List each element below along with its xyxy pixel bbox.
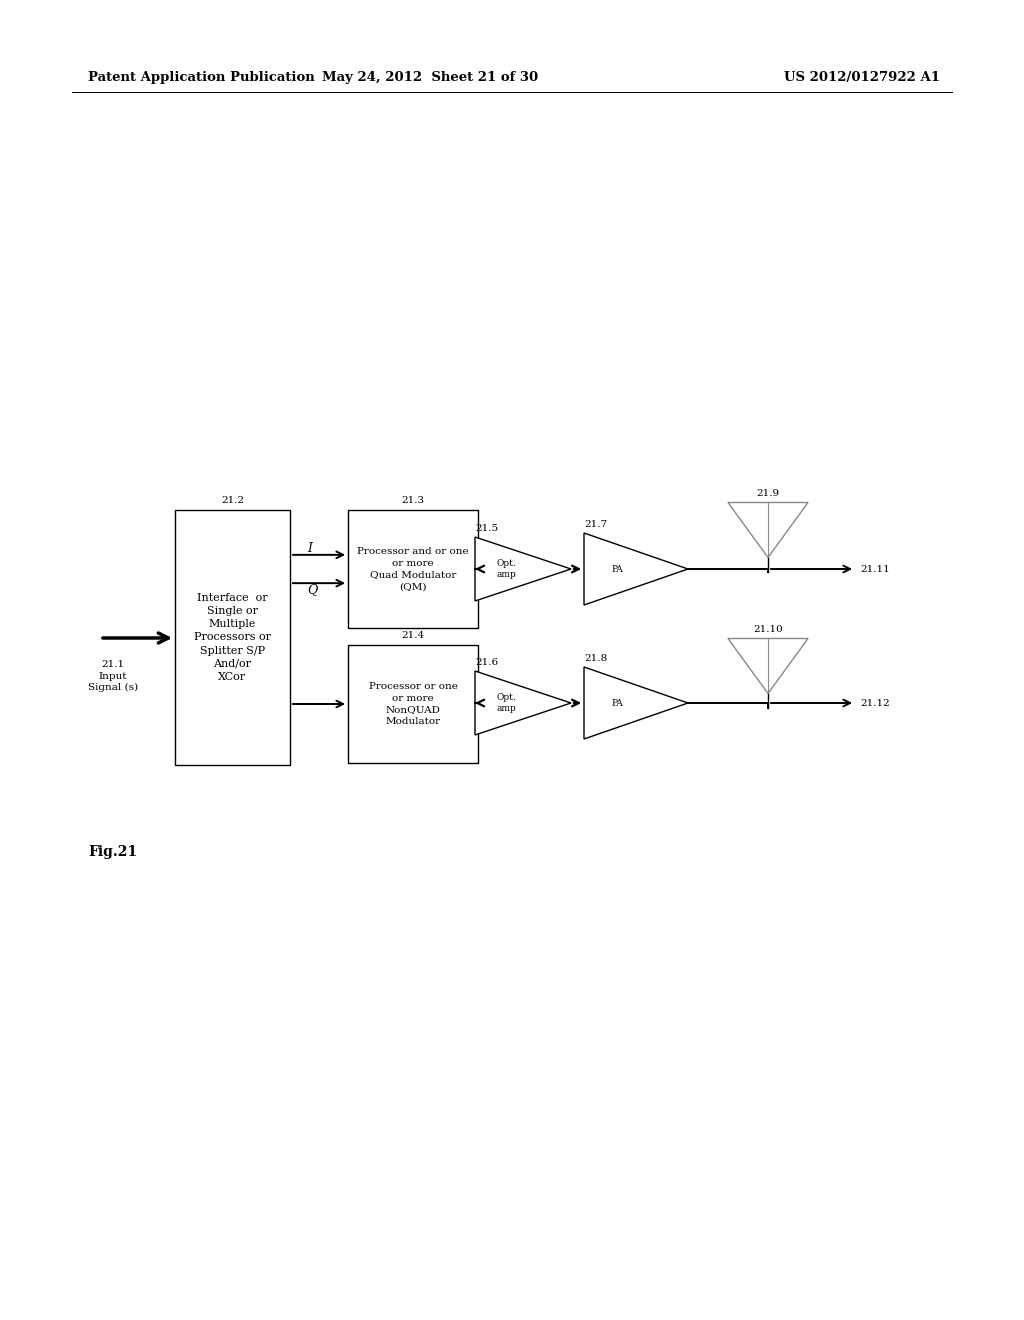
Text: 21.2: 21.2 xyxy=(221,496,244,506)
Polygon shape xyxy=(728,503,808,557)
FancyBboxPatch shape xyxy=(348,645,478,763)
Text: 21.10: 21.10 xyxy=(753,624,783,634)
Text: 21.7: 21.7 xyxy=(584,520,607,529)
Text: 21.8: 21.8 xyxy=(584,653,607,663)
Text: 21.6: 21.6 xyxy=(475,657,498,667)
Text: Opt.
amp: Opt. amp xyxy=(497,693,516,713)
Polygon shape xyxy=(475,671,571,735)
Text: US 2012/0127922 A1: US 2012/0127922 A1 xyxy=(784,71,940,84)
Text: Opt.
amp: Opt. amp xyxy=(497,558,516,579)
Text: Interface  or
Single or
Multiple
Processors or
Splitter S/P
And/or
XCor: Interface or Single or Multiple Processo… xyxy=(194,593,271,682)
FancyBboxPatch shape xyxy=(175,510,290,766)
Text: 21.3: 21.3 xyxy=(401,496,425,506)
Text: Fig.21: Fig.21 xyxy=(88,845,137,859)
Polygon shape xyxy=(728,639,808,693)
Text: Input
Signal (s): Input Signal (s) xyxy=(88,672,138,692)
Text: May 24, 2012  Sheet 21 of 30: May 24, 2012 Sheet 21 of 30 xyxy=(322,71,538,84)
Polygon shape xyxy=(475,537,571,601)
Text: PA: PA xyxy=(612,698,624,708)
Text: 21.11: 21.11 xyxy=(860,565,890,573)
Text: Processor or one
or more
NonQUAD
Modulator: Processor or one or more NonQUAD Modulat… xyxy=(369,682,458,726)
Text: Processor and or one
or more
Quad Modulator
(QM): Processor and or one or more Quad Modula… xyxy=(357,546,469,591)
Text: 21.1: 21.1 xyxy=(101,660,125,669)
Polygon shape xyxy=(584,667,688,739)
Text: Patent Application Publication: Patent Application Publication xyxy=(88,71,314,84)
Text: PA: PA xyxy=(612,565,624,573)
Text: I: I xyxy=(307,543,312,556)
Text: 21.12: 21.12 xyxy=(860,698,890,708)
Text: 21.5: 21.5 xyxy=(475,524,498,533)
Text: 21.9: 21.9 xyxy=(757,488,779,498)
Text: 21.4: 21.4 xyxy=(401,631,425,640)
FancyBboxPatch shape xyxy=(348,510,478,628)
Polygon shape xyxy=(584,533,688,605)
Text: Q: Q xyxy=(307,583,317,597)
